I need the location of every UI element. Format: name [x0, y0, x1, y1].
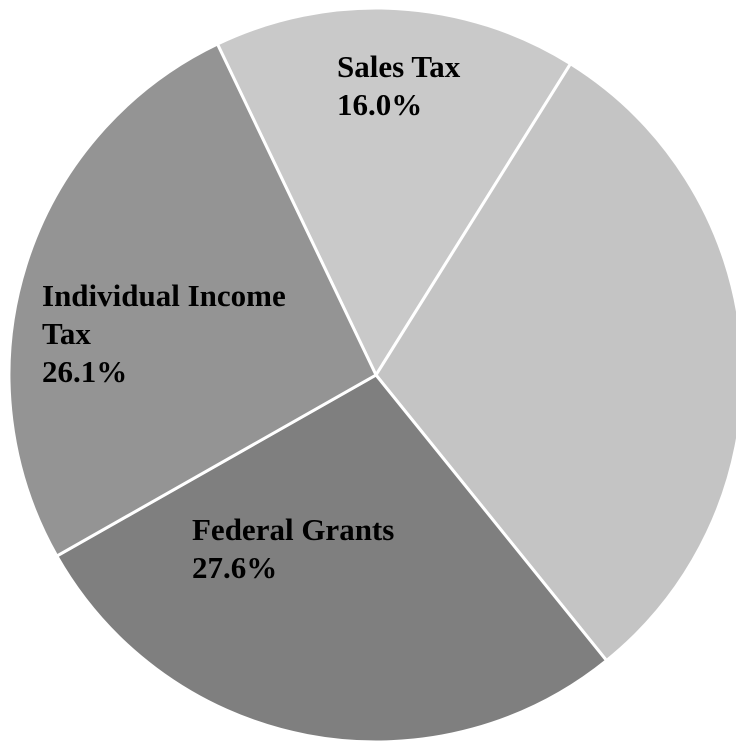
slice-label-name: Sales Tax [337, 49, 461, 84]
pie-slices [7, 6, 736, 741]
slice-label-value: 16.0% [337, 87, 423, 122]
slice-label-sales-tax: Sales Tax 16.0% [337, 48, 460, 124]
pie-slice-individual-income-tax [7, 42, 378, 558]
slice-label-name-line-2: Tax [42, 316, 91, 351]
slice-label-name-line-1: Individual Income [42, 278, 286, 313]
pie-slice-sales-tax [215, 6, 572, 377]
pie-slice-unlabeled [374, 62, 736, 663]
slice-label-individual-income-tax: Individual Income Tax 26.1% [42, 277, 286, 391]
pie-slice-federal-grants [55, 373, 609, 741]
slice-label-name: Federal Grants [192, 512, 395, 547]
slice-label-value: 26.1% [42, 354, 128, 389]
slice-label-value: 27.6% [192, 550, 278, 585]
slice-label-federal-grants: Federal Grants 27.6% [192, 511, 394, 587]
